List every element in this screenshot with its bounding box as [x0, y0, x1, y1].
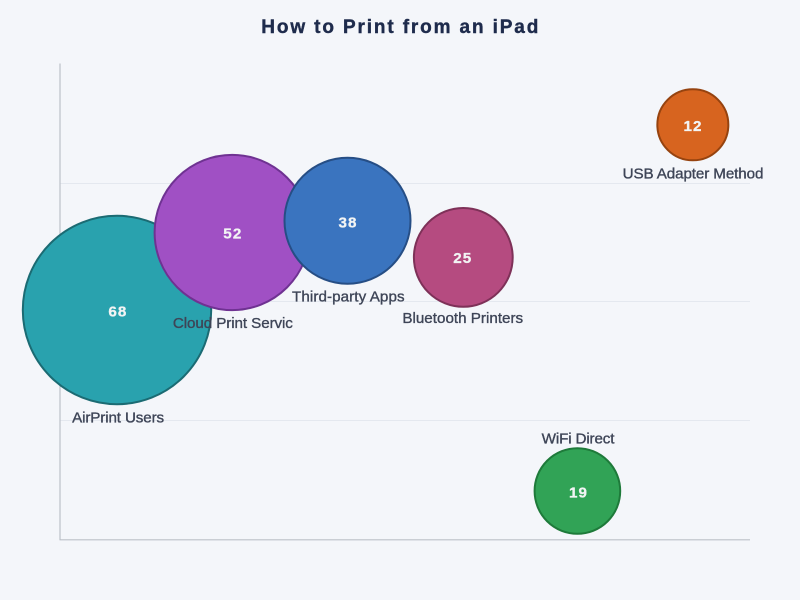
svg-text:25: 25 — [453, 250, 472, 267]
svg-text:19: 19 — [569, 485, 587, 502]
svg-text:WiFi Direct: WiFi Direct — [542, 431, 616, 448]
svg-text:52: 52 — [223, 226, 241, 243]
svg-text:How to Print from an iPad: How to Print from an iPad — [261, 17, 538, 38]
svg-text:12: 12 — [684, 118, 702, 135]
svg-text:38: 38 — [338, 214, 356, 231]
svg-text:68: 68 — [108, 304, 126, 321]
svg-text:AirPrint Users: AirPrint Users — [72, 409, 164, 426]
svg-text:Third-party Apps: Third-party Apps — [292, 288, 405, 305]
svg-text:USB Adapter Method: USB Adapter Method — [623, 166, 764, 183]
svg-text:Cloud Print Servic: Cloud Print Servic — [173, 315, 293, 332]
svg-text:Bluetooth Printers: Bluetooth Printers — [402, 310, 523, 327]
